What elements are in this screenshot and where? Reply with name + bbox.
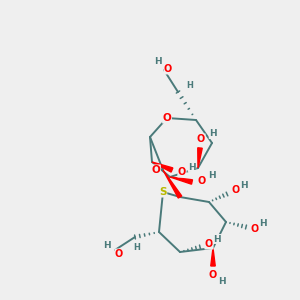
Text: O: O [198,176,206,186]
Polygon shape [152,162,173,172]
Text: H: H [259,220,267,229]
Text: O: O [163,113,171,123]
Text: O: O [164,64,172,74]
Text: H: H [213,235,221,244]
Text: H: H [218,277,226,286]
Text: S: S [159,187,167,197]
Text: H: H [188,163,196,172]
Text: O: O [152,165,160,175]
Text: O: O [209,270,217,280]
Text: H: H [134,242,140,251]
Text: H: H [187,82,194,91]
Polygon shape [170,177,193,184]
Text: H: H [240,181,248,190]
Text: H: H [208,172,216,181]
Text: H: H [103,241,111,250]
Text: O: O [178,167,186,177]
Text: O: O [205,239,213,249]
Polygon shape [211,248,215,266]
Text: O: O [197,134,205,144]
Polygon shape [198,148,202,168]
Text: O: O [232,185,240,195]
Text: O: O [115,249,123,259]
Text: O: O [251,224,259,234]
Text: H: H [154,56,162,65]
Text: H: H [209,130,217,139]
Polygon shape [163,170,182,198]
